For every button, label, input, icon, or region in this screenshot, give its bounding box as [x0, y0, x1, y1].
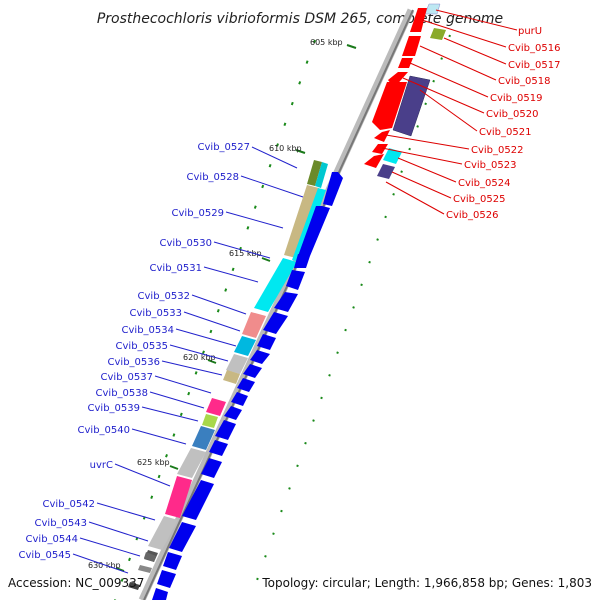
gene-arrow[interactable] [209, 440, 228, 456]
label-cvib-0522[interactable]: Cvib_0522 [471, 145, 523, 156]
forward-gene-labels: Cvib_0527 Cvib_0528 Cvib_0529 Cvib_0530 … [19, 142, 250, 561]
gene-cvib-0527-b[interactable] [315, 162, 328, 188]
gene-arrow[interactable] [274, 292, 298, 312]
gene-arrow[interactable] [201, 458, 222, 478]
backbone-marks [128, 552, 156, 590]
gene-arrow[interactable] [257, 334, 276, 350]
gene-cvib-0516[interactable] [410, 8, 427, 32]
scale-labels: 605 kbp 610 kbp 615 kbp 620 kbp 625 kbp … [88, 38, 343, 570]
gene-cvib-0532[interactable] [242, 312, 266, 338]
label-cvib-0545[interactable]: Cvib_0545 [19, 550, 71, 561]
gene-arrow[interactable] [182, 480, 214, 520]
gene-cvib-0540-b[interactable] [192, 426, 215, 450]
gene-arrow[interactable] [286, 270, 305, 290]
scale-label-605: 605 kbp [310, 38, 343, 47]
gene-arrow[interactable] [163, 552, 182, 570]
scale-label-610: 610 kbp [269, 144, 302, 153]
gene-arrow[interactable] [263, 312, 288, 334]
gene-cvib-0535[interactable] [223, 370, 240, 384]
scale-label-620: 620 kbp [183, 353, 216, 362]
label-uvrC[interactable]: uvrC [90, 460, 113, 471]
gene-cvib-0533[interactable] [234, 336, 256, 356]
label-cvib-0536[interactable]: Cvib_0536 [108, 357, 160, 368]
label-cvib-0526[interactable]: Cvib_0526 [446, 210, 498, 221]
label-cvib-0540[interactable]: Cvib_0540 [78, 425, 130, 436]
scale-label-630: 630 kbp [88, 561, 121, 570]
gene-arrow[interactable] [298, 206, 330, 256]
gene-arrow[interactable] [157, 570, 176, 588]
gene-cvib-0528[interactable] [284, 185, 319, 258]
gene-cvib-0542[interactable] [148, 516, 178, 550]
gene-cvib-0540[interactable] [202, 414, 218, 428]
label-cvib-0529[interactable]: Cvib_0529 [172, 208, 224, 219]
label-purU[interactable]: purU [518, 26, 542, 37]
label-cvib-0531[interactable]: Cvib_0531 [150, 263, 202, 274]
gene-cvib-0525[interactable] [377, 164, 395, 179]
label-cvib-0532[interactable]: Cvib_0532 [138, 291, 190, 302]
gene-cvib-0539[interactable] [206, 398, 226, 416]
label-cvib-0530[interactable]: Cvib_0530 [160, 238, 212, 249]
gene-arrow[interactable] [152, 588, 168, 600]
gene-cvib-0517[interactable] [430, 28, 446, 40]
gene-arrow[interactable] [250, 350, 270, 364]
label-cvib-0518[interactable]: Cvib_0518 [498, 76, 550, 87]
map-title: Prosthecochloris vibrioformis DSM 265, c… [97, 11, 503, 27]
gene-arrow[interactable] [215, 420, 236, 440]
gene-arrow[interactable] [237, 378, 255, 392]
reverse-gene-labels: purU Cvib_0516 Cvib_0517 Cvib_0518 Cvib_… [446, 26, 560, 221]
scale-label-615: 615 kbp [229, 249, 262, 258]
forward-strand-track [152, 172, 343, 600]
label-cvib-0535[interactable]: Cvib_0535 [116, 341, 168, 352]
label-cvib-0537[interactable]: Cvib_0537 [101, 372, 153, 383]
label-cvib-0521[interactable]: Cvib_0521 [479, 127, 531, 138]
gene-cvib-0527[interactable] [307, 160, 322, 186]
label-cvib-0519[interactable]: Cvib_0519 [490, 93, 542, 104]
label-cvib-0517[interactable]: Cvib_0517 [508, 60, 560, 71]
label-cvib-0528[interactable]: Cvib_0528 [187, 172, 239, 183]
gene-arrow[interactable] [224, 406, 242, 420]
label-cvib-0542[interactable]: Cvib_0542 [43, 499, 95, 510]
accession-text: Accession: NC_009337 [8, 576, 144, 590]
gene-cvib-0521-reverse[interactable] [372, 82, 407, 130]
gene-cvib-0518[interactable] [402, 36, 421, 56]
gene-arrow[interactable] [294, 254, 310, 268]
gene-cvib-0522[interactable] [374, 130, 390, 142]
label-cvib-0538[interactable]: Cvib_0538 [96, 388, 148, 399]
genome-summary-text: Topology: circular; Length: 1,966,858 bp… [261, 576, 592, 590]
gene-arrow[interactable] [323, 172, 343, 206]
gene-cvib-0534[interactable] [226, 354, 248, 374]
label-cvib-0516[interactable]: Cvib_0516 [508, 43, 560, 54]
gene-cvib-0519[interactable] [398, 58, 413, 68]
label-cvib-0533[interactable]: Cvib_0533 [130, 308, 182, 319]
label-cvib-0543[interactable]: Cvib_0543 [35, 518, 87, 529]
gene-arrow[interactable] [231, 392, 248, 406]
gene-cvib-0531[interactable] [254, 258, 297, 312]
scale-label-625: 625 kbp [137, 458, 170, 467]
reverse-leader-lines [381, 9, 518, 215]
forward-leader-lines [72, 146, 304, 574]
forward-color-track [144, 160, 328, 562]
gene-purU[interactable] [424, 3, 441, 15]
gene-uvrc-a[interactable] [177, 448, 206, 478]
label-cvib-0527[interactable]: Cvib_0527 [198, 142, 250, 153]
label-cvib-0523[interactable]: Cvib_0523 [464, 160, 516, 171]
gene-cvib-0523[interactable] [364, 154, 384, 168]
gene-uvrc[interactable] [165, 476, 192, 518]
label-cvib-0544[interactable]: Cvib_0544 [26, 534, 78, 545]
gene-arrow[interactable] [169, 522, 196, 552]
gene-cvib-0524[interactable] [383, 148, 402, 164]
scale-ticks [115, 44, 357, 572]
label-cvib-0534[interactable]: Cvib_0534 [122, 325, 174, 336]
label-cvib-0520[interactable]: Cvib_0520 [486, 109, 538, 120]
gene-cvib-0523-a[interactable] [372, 144, 388, 154]
gene-arrow[interactable] [243, 364, 262, 378]
label-cvib-0525[interactable]: Cvib_0525 [453, 194, 505, 205]
label-cvib-0539[interactable]: Cvib_0539 [88, 403, 140, 414]
label-cvib-0524[interactable]: Cvib_0524 [458, 178, 510, 189]
